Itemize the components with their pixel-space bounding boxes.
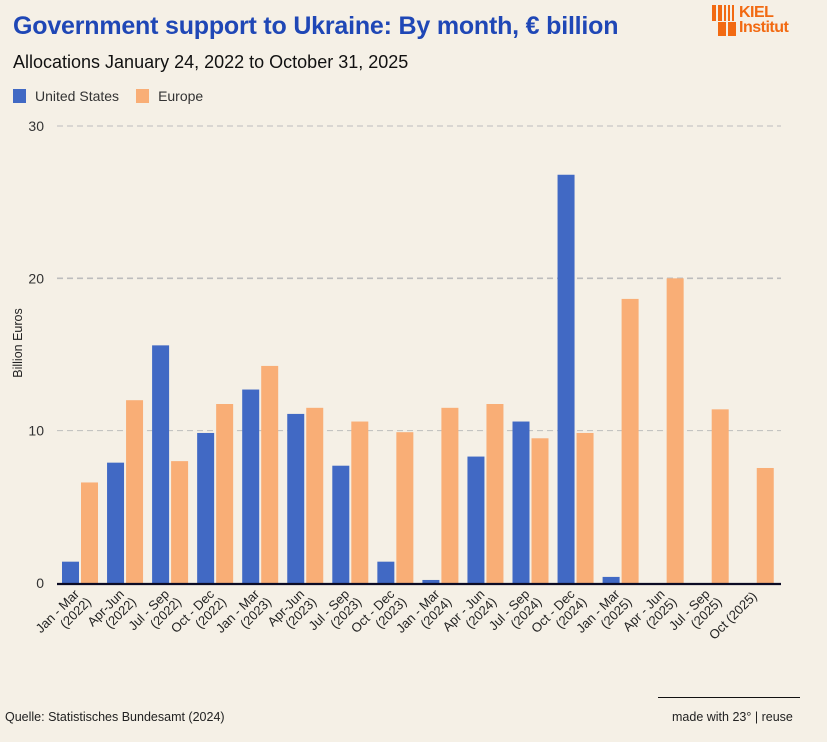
legend-item-united-states[interactable]: United States xyxy=(13,88,119,104)
legend-label-united-states: United States xyxy=(35,88,120,104)
bar-europe-0[interactable] xyxy=(81,482,98,583)
chart-subtitle: Allocations January 24, 2022 to October … xyxy=(13,52,409,72)
bar-europe-11[interactable] xyxy=(576,432,594,583)
bar-united-states-8[interactable] xyxy=(422,579,440,583)
x-tick-label: Oct - Dec(2022) xyxy=(168,586,229,636)
x-tick-label: Apr-Jun(2022) xyxy=(84,586,139,631)
bar-europe-14[interactable] xyxy=(711,409,729,583)
footer-divider xyxy=(658,697,800,698)
bar-united-states-3[interactable] xyxy=(197,432,215,583)
bar-united-states-0[interactable] xyxy=(62,561,79,583)
bar-europe-7[interactable] xyxy=(396,432,414,583)
logo-text-institut: Institut xyxy=(739,19,789,36)
source-note: Quelle: Statistisches Bundesamt (2024) xyxy=(5,710,225,724)
kiel-institut-logo[interactable]: KIEL Institut xyxy=(712,4,807,38)
bar-united-states-7[interactable] xyxy=(377,561,395,583)
bar-europe-13[interactable] xyxy=(666,278,684,583)
reuse-link[interactable]: reuse xyxy=(761,710,793,724)
bar-united-states-1[interactable] xyxy=(107,462,125,583)
logo-bars-icon xyxy=(712,5,736,36)
legend: United States Europe xyxy=(13,88,217,104)
bar-united-states-12[interactable] xyxy=(602,576,620,583)
y-tick-label: 10 xyxy=(28,423,44,439)
gridlines xyxy=(57,125,781,432)
bar-united-states-5[interactable] xyxy=(287,413,305,583)
x-tick-label: Oct - Dec(2024) xyxy=(528,586,589,636)
x-tick-label: Apr - Jun(2025) xyxy=(620,586,680,634)
x-tick-label: Apr-Jun(2023) xyxy=(264,586,319,631)
x-tick-label: Jan - Mar(2022) xyxy=(33,586,94,636)
bar-united-states-2[interactable] xyxy=(152,345,170,583)
logo-text-kiel: KIEL xyxy=(739,4,774,21)
legend-swatch-united-states xyxy=(13,89,26,103)
x-tick-label: Jul - Sep(2022) xyxy=(125,586,184,633)
bar-europe-10[interactable] xyxy=(531,438,549,583)
y-tick-label: 30 xyxy=(28,118,44,134)
legend-swatch-europe xyxy=(136,89,150,103)
bar-europe-4[interactable] xyxy=(261,365,279,583)
bar-europe-3[interactable] xyxy=(216,404,234,583)
x-tick-label: Jan - Mar(2023) xyxy=(213,586,274,636)
bar-united-states-4[interactable] xyxy=(242,389,260,583)
bar-europe-12[interactable] xyxy=(621,298,639,583)
x-tick-label: Apr - Jun(2024) xyxy=(440,586,500,634)
legend-label-europe: Europe xyxy=(158,88,204,104)
x-tick-label: Jan - Mar(2024) xyxy=(393,586,454,636)
bar-europe-1[interactable] xyxy=(126,400,144,583)
bar-united-states-6[interactable] xyxy=(332,465,350,583)
x-axis-ticks: Jan - Mar(2022)Apr-Jun(2022)Jul - Sep(20… xyxy=(33,586,760,643)
footer-separator: | xyxy=(754,710,759,724)
bar-europe-8[interactable] xyxy=(441,407,459,583)
bar-europe-15[interactable] xyxy=(756,467,774,583)
bar-europe-5[interactable] xyxy=(306,407,324,583)
bar-united-states-9[interactable] xyxy=(467,456,485,583)
bars xyxy=(62,174,774,583)
made-with-link[interactable]: made with 23° xyxy=(672,710,752,724)
x-tick-label: Jul - Sep(2024) xyxy=(486,586,545,633)
chart-title: Government support to Ukraine: By month,… xyxy=(13,12,619,40)
x-tick-label: Jul - Sep(2023) xyxy=(305,586,364,633)
bar-europe-6[interactable] xyxy=(351,421,369,583)
y-axis-ticks: 0 10 20 30 xyxy=(28,118,44,591)
y-tick-label: 20 xyxy=(28,270,44,286)
y-axis-label: Billion Euros xyxy=(11,308,25,377)
bar-europe-9[interactable] xyxy=(486,404,504,583)
legend-item-europe[interactable]: Europe xyxy=(136,88,203,104)
y-tick-label: 0 xyxy=(36,575,44,591)
made-with-credit: made with 23° | reuse xyxy=(672,710,793,724)
x-tick-label: Jan - Mar(2025) xyxy=(573,586,634,636)
bar-europe-2[interactable] xyxy=(171,461,189,583)
x-tick-label: Oct - Dec(2023) xyxy=(348,586,409,636)
bar-united-states-11[interactable] xyxy=(557,174,575,583)
bar-united-states-10[interactable] xyxy=(512,421,530,583)
